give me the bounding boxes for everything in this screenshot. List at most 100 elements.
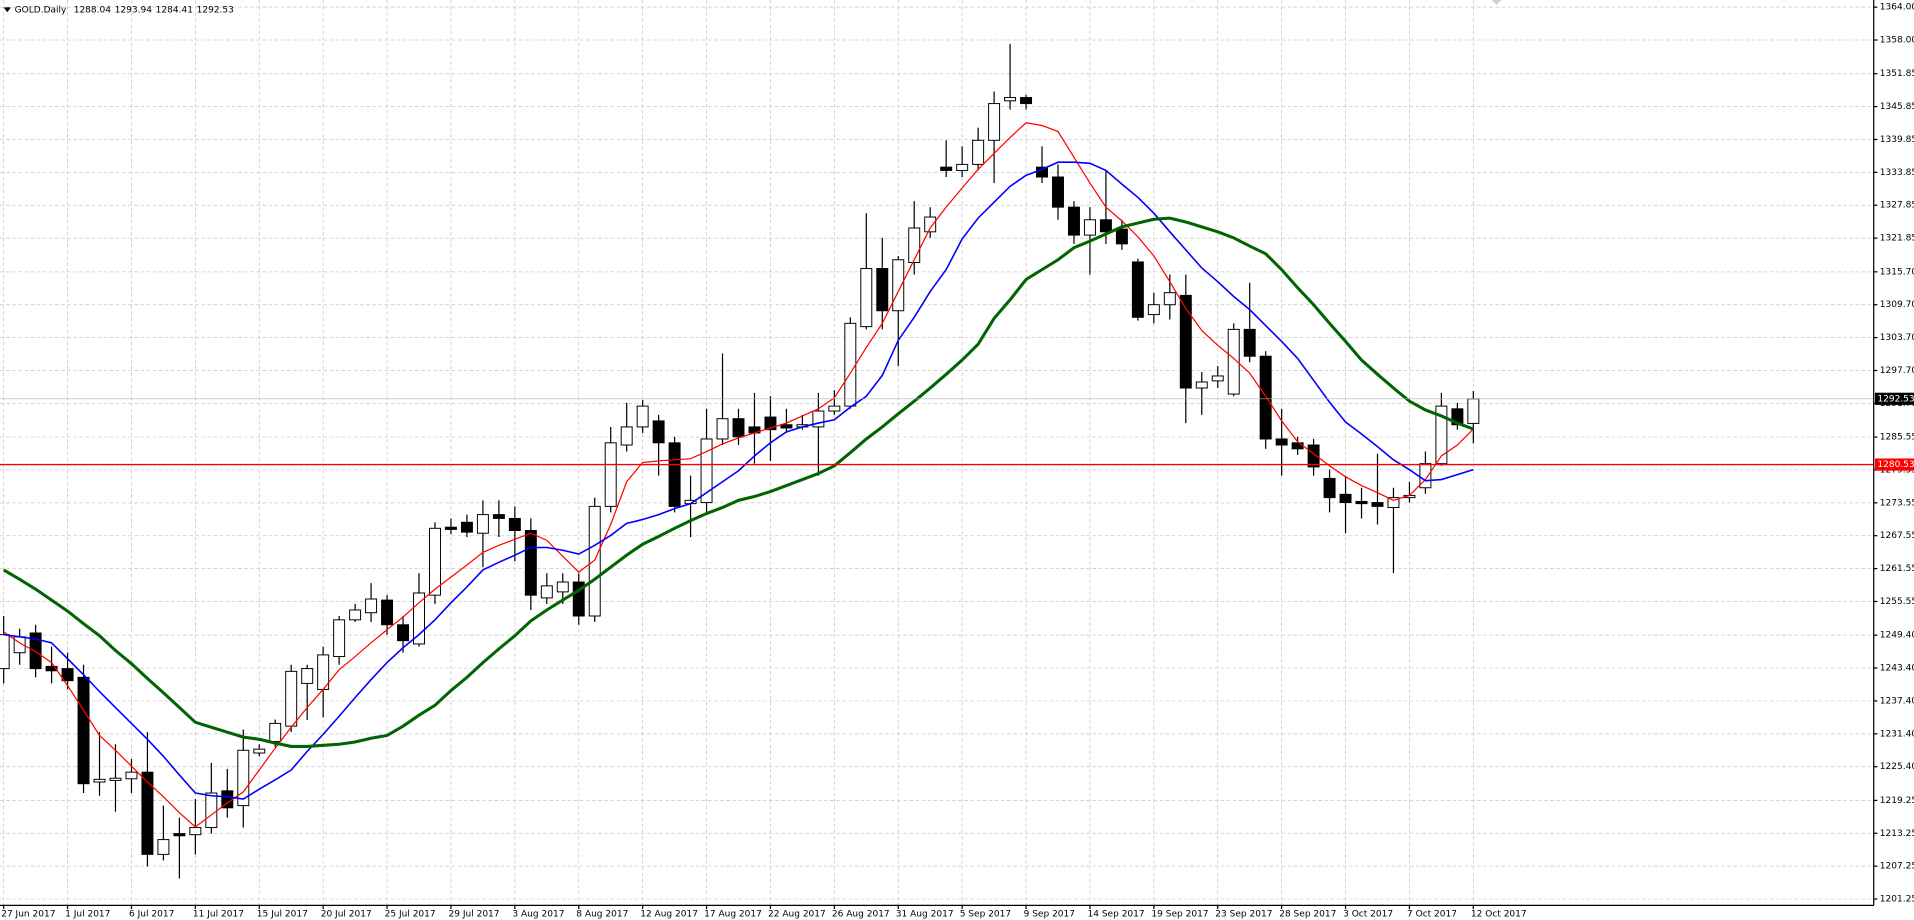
header-high: 1293.94 [115,5,153,15]
candle-body [1371,502,1384,507]
candle-body [444,526,457,530]
header-open: 1288.04 [74,5,112,15]
y-tick-label: 1285.55 [1880,433,1914,443]
x-tick-label: 17 Aug 2017 [704,909,762,919]
candle-body [700,438,713,504]
candle-body [908,227,921,263]
candle-body [1259,355,1272,440]
candle-body [189,827,202,836]
candle-body [508,517,521,531]
candle-body [1291,442,1304,450]
x-tick-label: 9 Sep 2017 [1024,909,1075,919]
candle-body [333,619,346,658]
candle-body [428,527,441,596]
candle-body [365,598,378,614]
y-tick-label: 1358.00 [1880,36,1914,46]
hline-price-tag [1874,458,1914,471]
y-tick-label: 1345.85 [1880,102,1914,112]
candle-body [812,410,825,428]
y-tick-label: 1351.85 [1880,69,1914,79]
moving-average [3,122,1474,828]
candle-body [604,442,617,507]
y-tick-label: 1243.40 [1880,664,1914,674]
candle-body [1083,219,1096,236]
x-tick-label: 26 Aug 2017 [832,909,890,919]
plot [0,43,1874,879]
x-tick-label: 15 Jul 2017 [257,909,308,919]
x-tick-label: 6 Jul 2017 [129,909,174,919]
candle-body [173,833,186,837]
x-tick-label: 29 Jul 2017 [449,909,500,919]
x-tick-label: 3 Oct 2017 [1343,909,1393,919]
moving-average [3,161,1474,800]
x-tick-label: 23 Sep 2017 [1215,909,1272,919]
candle-body [1195,381,1208,389]
menu-arrow [3,7,11,13]
axes: 1364.00 1358.00 1351.85 1345.85 1339.85 1333.… [1,3,1914,920]
candle-body [1355,500,1368,505]
candle-body [860,268,873,328]
y-tick-label: 1309.70 [1880,300,1914,310]
x-tick-label: 20 Jul 2017 [321,909,372,919]
candle-body [764,416,777,431]
candle-body [1067,206,1080,236]
candle-body [476,514,489,534]
candle-body [524,530,537,596]
y-tick-label: 1303.70 [1880,333,1914,343]
candle-body [1131,261,1144,318]
candle-body [1419,463,1432,489]
candle-body [237,749,250,807]
y-tick-label: 1333.85 [1880,168,1914,178]
candle-body [1387,497,1400,508]
candle-body [381,599,394,626]
x-tick-label: 12 Oct 2017 [1471,909,1527,919]
candle-body [572,581,585,617]
candle-body [125,771,138,780]
x-tick-label: 1 Jul 2017 [65,909,110,919]
y-tick-label: 1249.40 [1880,631,1914,641]
y-tick-label: 1273.55 [1880,498,1914,508]
candle-body [1147,304,1160,316]
x-tick-label: 12 Aug 2017 [640,909,698,919]
y-tick-label: 1261.55 [1880,564,1914,574]
candle-body [492,514,505,519]
y-tick-label: 1225.40 [1880,762,1914,772]
hline-price-label: 1280.53 [1877,460,1914,470]
candle-body [668,442,681,507]
candle-body [109,777,122,781]
candle-body [1243,328,1256,357]
y-tick-label: 1219.25 [1880,796,1914,806]
bid-price-tag [1874,392,1914,405]
x-tick-label: 3 Aug 2017 [512,909,564,919]
candle-body [924,216,937,233]
candle-body [940,166,953,171]
candle-body [413,592,425,645]
candle-body [77,676,90,785]
y-tick-label: 1267.55 [1880,531,1914,541]
y-tick-label: 1297.70 [1880,366,1914,376]
candle-body [972,139,985,165]
candle-body [636,405,649,428]
candle-body [205,792,218,829]
candle-body [0,634,10,670]
y-tick-label: 1237.40 [1880,696,1914,706]
candle-body [1307,444,1320,468]
candle-body [1163,292,1176,306]
candle-body [1211,375,1224,382]
x-tick-label: 31 Aug 2017 [896,909,954,919]
x-tick-label: 19 Sep 2017 [1151,909,1208,919]
candle-body [1020,97,1033,105]
y-tick-label: 1321.85 [1880,234,1914,244]
y-tick-label: 1339.85 [1880,135,1914,145]
y-tick-label: 1364.00 [1880,3,1914,13]
x-tick-label: 5 Sep 2017 [960,909,1011,919]
candle-body [301,668,314,684]
candle-body [876,268,889,312]
candle-body [1099,219,1112,233]
x-tick-label: 14 Sep 2017 [1088,909,1145,919]
y-tick-label: 1213.25 [1880,829,1914,839]
candle-body [1227,328,1240,395]
candle-body [1435,405,1448,465]
candle-body [956,163,969,171]
